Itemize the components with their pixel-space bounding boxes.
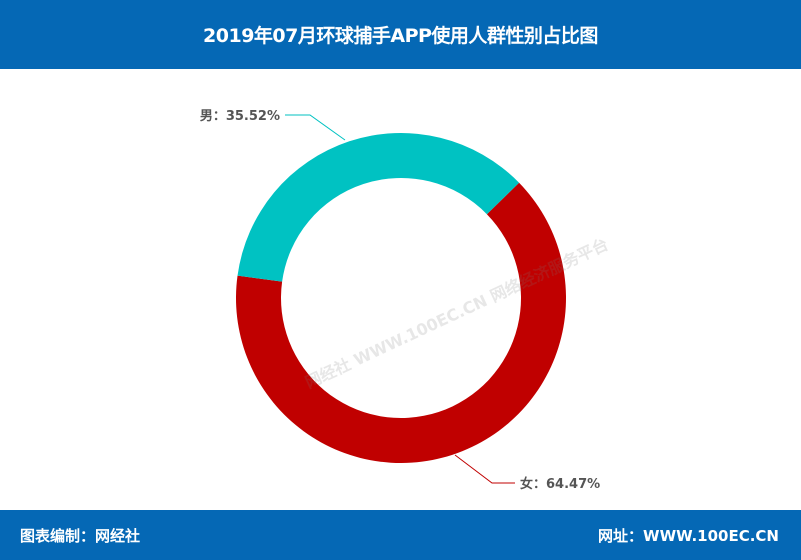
donut-slice-male: [237, 133, 520, 282]
footer-credit: 图表编制：网经社: [20, 527, 141, 545]
data-label-male: 男：35.52%: [200, 109, 280, 124]
footer-bar: 图表编制：网经社 网址：WWW.100EC.CN: [0, 510, 801, 560]
leader-line-male: [285, 114, 346, 141]
leader-line-female: [454, 454, 515, 484]
chart-title-bar: 2019年07月环球捕手APP使用人群性别占比图: [0, 0, 801, 69]
footer-website: 网址：WWW.100EC.CN: [598, 527, 779, 545]
donut-slice-female: [235, 182, 567, 464]
data-label-female: 女：64.47%: [520, 476, 600, 492]
chart-title: 2019年07月环球捕手APP使用人群性别占比图: [203, 25, 598, 47]
